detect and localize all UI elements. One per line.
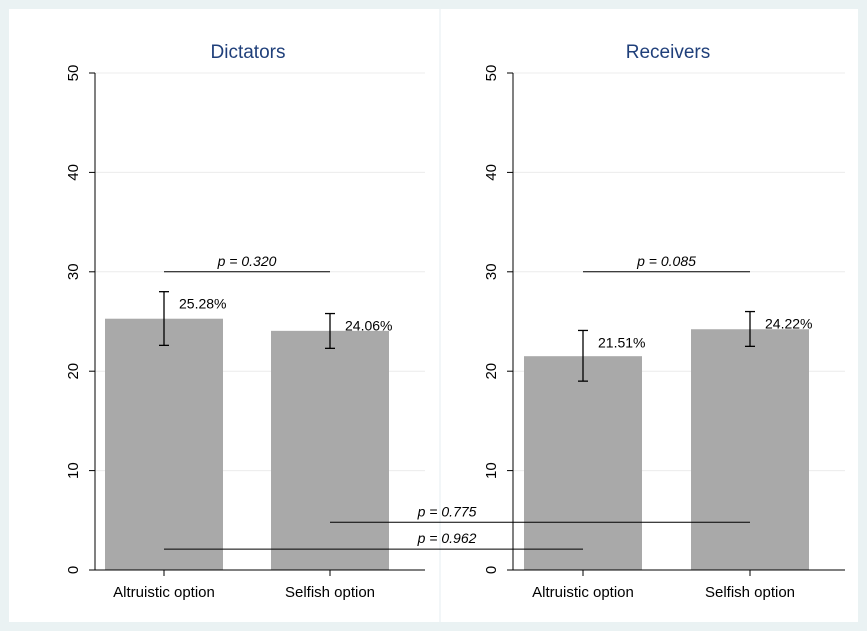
panel-1-y-tick-label: 40 — [65, 164, 82, 181]
panel-1-comparison-p-label: p = 0.320 — [217, 253, 277, 269]
panel-1-bar-2 — [271, 331, 389, 570]
panel-2-y-tick-label: 10 — [483, 462, 500, 479]
panel-2-title: Receivers — [626, 42, 710, 63]
cross-comparison-p-label-2: p = 0.962 — [417, 530, 477, 546]
panel-2-y-tick-label: 20 — [483, 363, 500, 380]
panel-2-value-label: 21.51% — [598, 334, 645, 350]
panel-1-y-tick-label: 10 — [65, 462, 82, 479]
panel-2-bar-1 — [524, 356, 642, 570]
panel-1-value-label: 25.28% — [179, 296, 226, 312]
panel-1-category-label: Selfish option — [285, 584, 375, 601]
panel-2-category-label: Altruistic option — [532, 584, 634, 601]
cross-comparison-p-label-1: p = 0.775 — [417, 503, 477, 519]
panel-2-y-tick-label: 0 — [483, 566, 500, 574]
panel-2-y-tick-label: 50 — [483, 65, 500, 82]
panel-1-value-label: 24.06% — [345, 318, 392, 334]
panel-1-y-tick-label: 0 — [65, 566, 82, 574]
panel-2-bar-2 — [691, 329, 809, 570]
panel-2-value-label: 24.22% — [765, 316, 812, 332]
panel-2-y-tick-label: 30 — [483, 263, 500, 280]
panel-1-bar-1 — [105, 319, 223, 570]
panel-1-y-tick-label: 30 — [65, 263, 82, 280]
panel-1-title: Dictators — [211, 42, 286, 63]
panel-2-y-tick-label: 40 — [483, 164, 500, 181]
panel-2-category-label: Selfish option — [705, 584, 795, 601]
panel-2-comparison-p-label: p = 0.085 — [636, 253, 696, 269]
panel-1-y-tick-label: 50 — [65, 65, 82, 82]
panel-1-category-label: Altruistic option — [113, 584, 215, 601]
panel-1-y-tick-label: 20 — [65, 363, 82, 380]
